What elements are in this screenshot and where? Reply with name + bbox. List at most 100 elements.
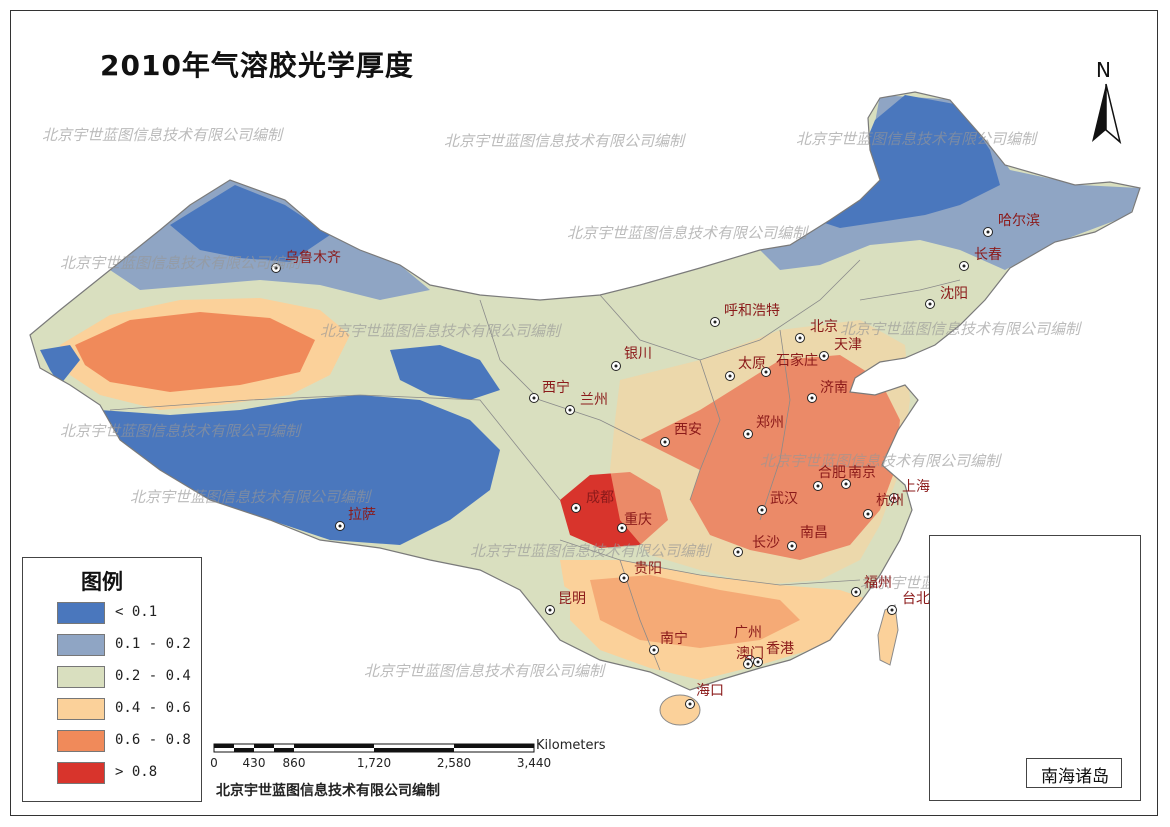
city-label: 台北 [902,591,930,607]
watermark-text: 北京宇世蓝图信息技术有限公司编制 [320,322,561,340]
city-marker-dot [338,524,342,528]
city-marker-dot [760,508,764,512]
city-label: 西安 [674,422,702,438]
city-label: 澳门 [736,646,764,662]
city-marker-dot [614,364,618,368]
city-label: 长春 [974,247,1002,263]
city-label: 昆明 [558,591,586,607]
city-marker-dot [746,432,750,436]
legend-swatch [57,730,105,752]
inset-label-box: 南海诸岛 [1026,758,1122,788]
watermark-text: 北京宇世蓝图信息技术有限公司编制 [470,542,711,560]
city-label: 南昌 [800,525,828,541]
legend-label: > 0.8 [115,764,158,780]
city-marker-dot [962,264,966,268]
city-label: 杭州 [876,493,904,509]
watermark-text: 北京宇世蓝图信息技术有限公司编制 [444,132,685,150]
aod-zone-east-fringe [610,320,910,585]
city-marker-dot [854,590,858,594]
city-marker-dot [622,576,626,580]
scale-unit: Kilometers [536,738,606,753]
city-label: 福州 [864,575,892,591]
city-label: 拉萨 [348,507,376,523]
legend-swatch [57,698,105,720]
watermark-text: 北京宇世蓝图信息技术有限公司编制 [42,126,283,144]
city-marker-dot [790,544,794,548]
city-marker-dot [892,496,896,500]
city-label: 南京 [848,465,876,481]
city-marker-dot [663,440,667,444]
legend-item: 0.1 - 0.2 [57,634,197,656]
city-label: 广州 [734,625,762,641]
legend-label: 0.6 - 0.8 [115,732,191,748]
south-china-sea-inset [929,535,1141,801]
city-marker-dot [890,608,894,612]
watermark-text: 北京宇世蓝图信息技术有限公司编制 [60,422,301,440]
taiwan-island [877,604,899,666]
watermark-text: 北京宇世蓝图信息技术有限公司编制 [60,254,301,272]
credit-line: 北京宇世蓝图信息技术有限公司编制 [216,783,440,799]
city-marker-dot [736,550,740,554]
city-marker-dot [728,374,732,378]
map-title: 2010年气溶胶光学厚度 [100,49,414,82]
watermark-text: 北京宇世蓝图信息技术有限公司编制 [760,452,1001,470]
legend-swatch [57,762,105,784]
legend-label: 0.1 - 0.2 [115,636,191,652]
city-label: 南宁 [660,631,688,647]
legend-title: 图例 [81,570,123,594]
city-label: 武汉 [770,491,798,507]
legend-swatch [57,666,105,688]
aod-zone-tibet [100,395,500,545]
city-marker-dot [574,506,578,510]
city-marker-dot [532,396,536,400]
city-marker-dot [652,648,656,652]
north-arrow-label: N [1096,58,1111,82]
city-marker-dot [568,408,572,412]
city-marker-dot [816,484,820,488]
watermark-text: 北京宇世蓝图信息技术有限公司编制 [364,662,605,680]
city-label: 成都 [586,490,614,506]
inset-label: 南海诸岛 [1041,767,1109,787]
legend-swatch [57,602,105,624]
scale-tick-label: 3,440 [516,756,552,770]
city-label: 海口 [696,683,724,699]
city-marker-dot [548,608,552,612]
city-label: 兰州 [580,392,608,408]
city-marker-dot [928,302,932,306]
border-hebei-henan [759,329,791,521]
city-marker-dot [822,354,826,358]
scale-tick-label: 2,580 [436,756,472,770]
aod-zone-pamir [40,345,80,385]
legend-label: 0.2 - 0.4 [115,668,191,684]
aod-zone-taklamakan [75,312,315,392]
watermark-text: 北京宇世蓝图信息技术有限公司编制 [130,488,371,506]
legend: 图例 < 0.1 0.1 - 0.2 0.2 - 0.4 0.4 - 0.6 0.6 -… [22,557,202,802]
city-marker-dot [798,336,802,340]
city-marker-dot [866,512,870,516]
city-markers [271,227,993,709]
legend-label: 0.4 - 0.6 [115,700,191,716]
border-shanxi-shaanxi [689,359,721,501]
city-marker-dot [756,660,760,664]
city-label: 合肥 [818,465,846,481]
legend-swatch [57,634,105,656]
watermark-text: 北京宇世蓝图信息技术有限公司编制 [796,130,1037,148]
city-label: 哈尔滨 [998,213,1040,229]
city-label: 沈阳 [940,286,968,302]
city-marker-dot [688,702,692,706]
legend-item: > 0.8 [57,762,197,784]
city-label: 天津 [834,337,862,353]
aod-zone-qaidam [390,345,500,400]
city-marker-dot [986,230,990,234]
legend-item: < 0.1 [57,602,197,624]
city-label: 贵阳 [634,561,662,577]
scale-tick-label: 430 [242,756,266,770]
legend-item: 0.6 - 0.8 [57,730,197,752]
border-south [559,539,861,586]
city-label: 石家庄 [776,353,818,369]
legend-label: < 0.1 [115,604,158,620]
city-marker-dot [844,482,848,486]
hainan-island [659,694,701,726]
north-arrow-icon [1092,83,1122,145]
